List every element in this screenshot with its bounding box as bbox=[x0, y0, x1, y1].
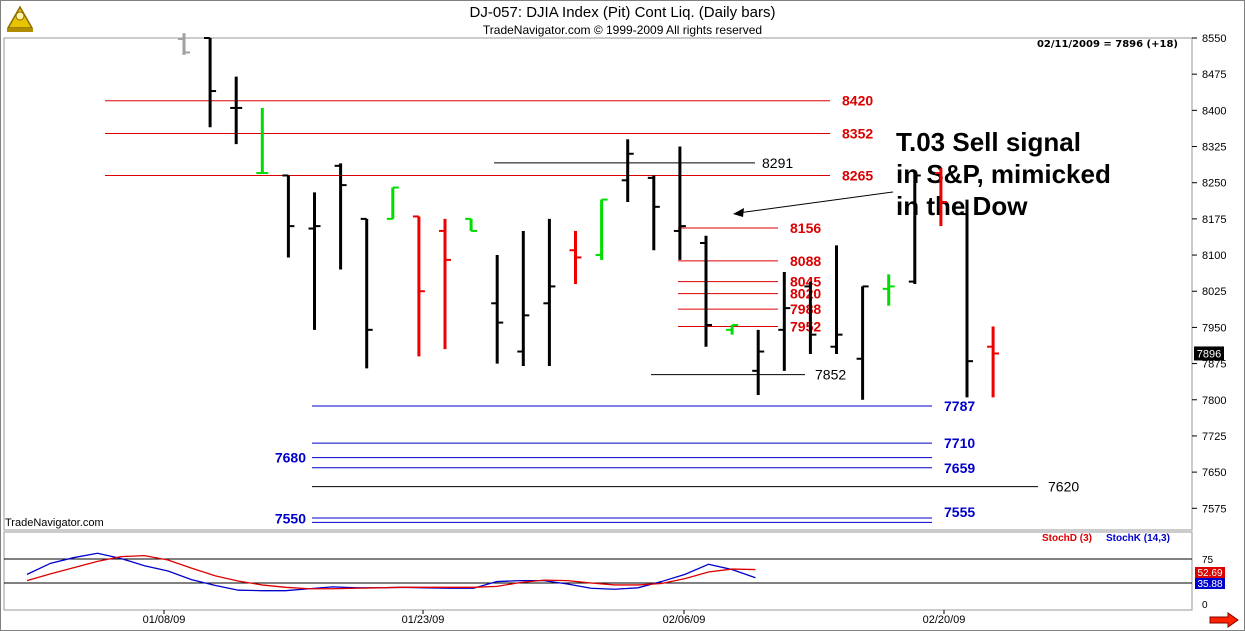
annotation-arrowhead bbox=[733, 208, 744, 217]
price-level-label: 7680 bbox=[275, 450, 306, 466]
y-axis-tick-label: 8175 bbox=[1202, 214, 1226, 226]
last-price-readout: 02/11/2009 = 7896 (+18) bbox=[1036, 39, 1178, 50]
stoch-k-value: 35.88 bbox=[1197, 579, 1222, 590]
brand-watermark: TradeNavigator.com bbox=[5, 517, 104, 529]
annotation-arrow-line bbox=[737, 191, 894, 214]
sell-signal-annotation: T.03 Sell signal in S&P, mimicked in the… bbox=[896, 126, 1111, 222]
price-level-label: 7952 bbox=[790, 318, 821, 334]
x-axis-tick-label: 01/23/09 bbox=[402, 614, 445, 626]
price-level-label: 7555 bbox=[944, 504, 975, 520]
y-axis-tick-label: 7575 bbox=[1202, 503, 1226, 515]
price-level-label: 7988 bbox=[790, 301, 821, 317]
copyright-text: TradeNavigator.com © 1999-2009 All right… bbox=[482, 23, 763, 37]
y-axis-tick-label: 7725 bbox=[1202, 431, 1226, 443]
y-axis-tick-label: 7875 bbox=[1202, 359, 1226, 371]
price-panel-frame bbox=[3, 37, 1193, 531]
stoch-d-legend: StochD (3) bbox=[1042, 533, 1092, 544]
stoch-d-line bbox=[26, 554, 756, 590]
y-axis-tick-label: 7650 bbox=[1202, 467, 1226, 479]
y-axis-tick-label: 8250 bbox=[1202, 178, 1226, 190]
price-level-label: 7852 bbox=[815, 367, 846, 383]
price-level-label: 8265 bbox=[842, 167, 873, 183]
price-level-label: 7710 bbox=[944, 435, 975, 451]
x-axis-tick-label: 02/20/09 bbox=[923, 614, 966, 626]
stoch-k-value-box bbox=[1195, 578, 1225, 589]
price-level-label: 8088 bbox=[790, 253, 821, 269]
y-axis-tick-label: 8400 bbox=[1202, 105, 1226, 117]
y-axis-tick-label: 8325 bbox=[1202, 142, 1226, 154]
y-axis-tick-label: 8025 bbox=[1202, 286, 1226, 298]
y-axis-tick-label: 7950 bbox=[1202, 322, 1226, 334]
stoch-axis-label: 0 bbox=[1202, 600, 1208, 611]
annotation-line: in the Dow bbox=[896, 191, 1028, 221]
price-level-label: 7620 bbox=[1048, 479, 1079, 495]
y-axis-tick-label: 8550 bbox=[1202, 33, 1226, 45]
last-price-box bbox=[1194, 346, 1224, 361]
last-price-value: 7896 bbox=[1197, 348, 1221, 360]
price-level-label: 8020 bbox=[790, 286, 821, 302]
stoch-axis-label: 75 bbox=[1202, 555, 1214, 566]
x-axis-tick-label: 02/06/09 bbox=[663, 614, 706, 626]
stoch-d-value-box bbox=[1195, 567, 1225, 578]
y-axis-tick-label: 8475 bbox=[1202, 69, 1226, 81]
price-level-label: 8420 bbox=[842, 93, 873, 109]
stoch-k-legend: StochK (14,3) bbox=[1106, 533, 1170, 544]
price-level-label: 8352 bbox=[842, 126, 873, 142]
y-axis-tick-label: 7800 bbox=[1202, 395, 1226, 407]
annotation-line: T.03 Sell signal bbox=[896, 127, 1081, 157]
price-level-label: 8156 bbox=[790, 220, 821, 236]
price-level-label: 8291 bbox=[762, 155, 793, 171]
stoch-d-value: 52.69 bbox=[1197, 568, 1222, 579]
scroll-right-arrow-icon[interactable] bbox=[1209, 612, 1239, 628]
annotation-line: in S&P, mimicked bbox=[896, 159, 1111, 189]
price-level-label: 7659 bbox=[944, 460, 975, 476]
oscillator-panel-frame bbox=[3, 531, 1193, 611]
chart-title: DJ-057: DJIA Index (Pit) Cont Liq. (Dail… bbox=[469, 4, 776, 21]
sextant-logo-icon[interactable] bbox=[4, 4, 36, 34]
y-axis-tick-label: 8100 bbox=[1202, 250, 1226, 262]
x-axis-tick-label: 01/08/09 bbox=[143, 614, 186, 626]
price-level-label: 7787 bbox=[944, 398, 975, 414]
price-level-label: 8045 bbox=[790, 274, 821, 290]
price-level-label: 7550 bbox=[275, 510, 306, 526]
